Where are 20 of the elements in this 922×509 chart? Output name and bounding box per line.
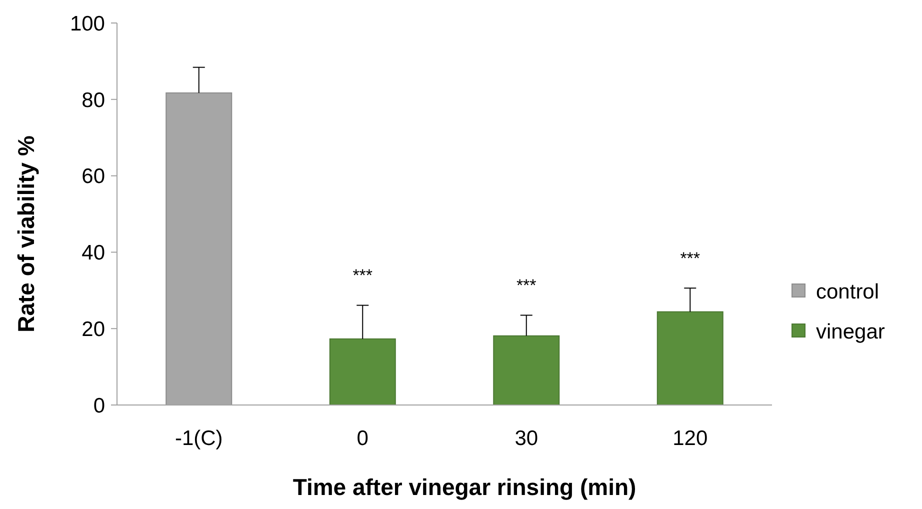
annotation: ***: [680, 249, 700, 268]
x-tick-label: 30: [514, 427, 538, 450]
y-tick-label: 40: [82, 242, 105, 265]
y-tick-label: 0: [93, 394, 105, 418]
x-tick-label: 120: [672, 427, 708, 450]
y-axis-title: Rate of viability %: [13, 136, 39, 332]
x-tick-label: -1(C): [174, 427, 223, 450]
legend-label: control: [816, 280, 880, 304]
x-tick-label: 0: [356, 427, 368, 450]
bar: [656, 311, 724, 406]
y-tick-label: 100: [70, 12, 105, 36]
bar: [493, 335, 560, 406]
annotation: ***: [516, 276, 537, 296]
bar: [329, 338, 396, 406]
y-tick-label: 60: [82, 165, 105, 188]
x-axis-title: Time after vinegar rinsing (min): [292, 474, 636, 500]
annotation: ***: [352, 266, 373, 286]
y-tick-label: 80: [82, 88, 105, 112]
y-tick-label: 20: [82, 318, 105, 341]
legend-label: vinegar: [816, 320, 885, 344]
